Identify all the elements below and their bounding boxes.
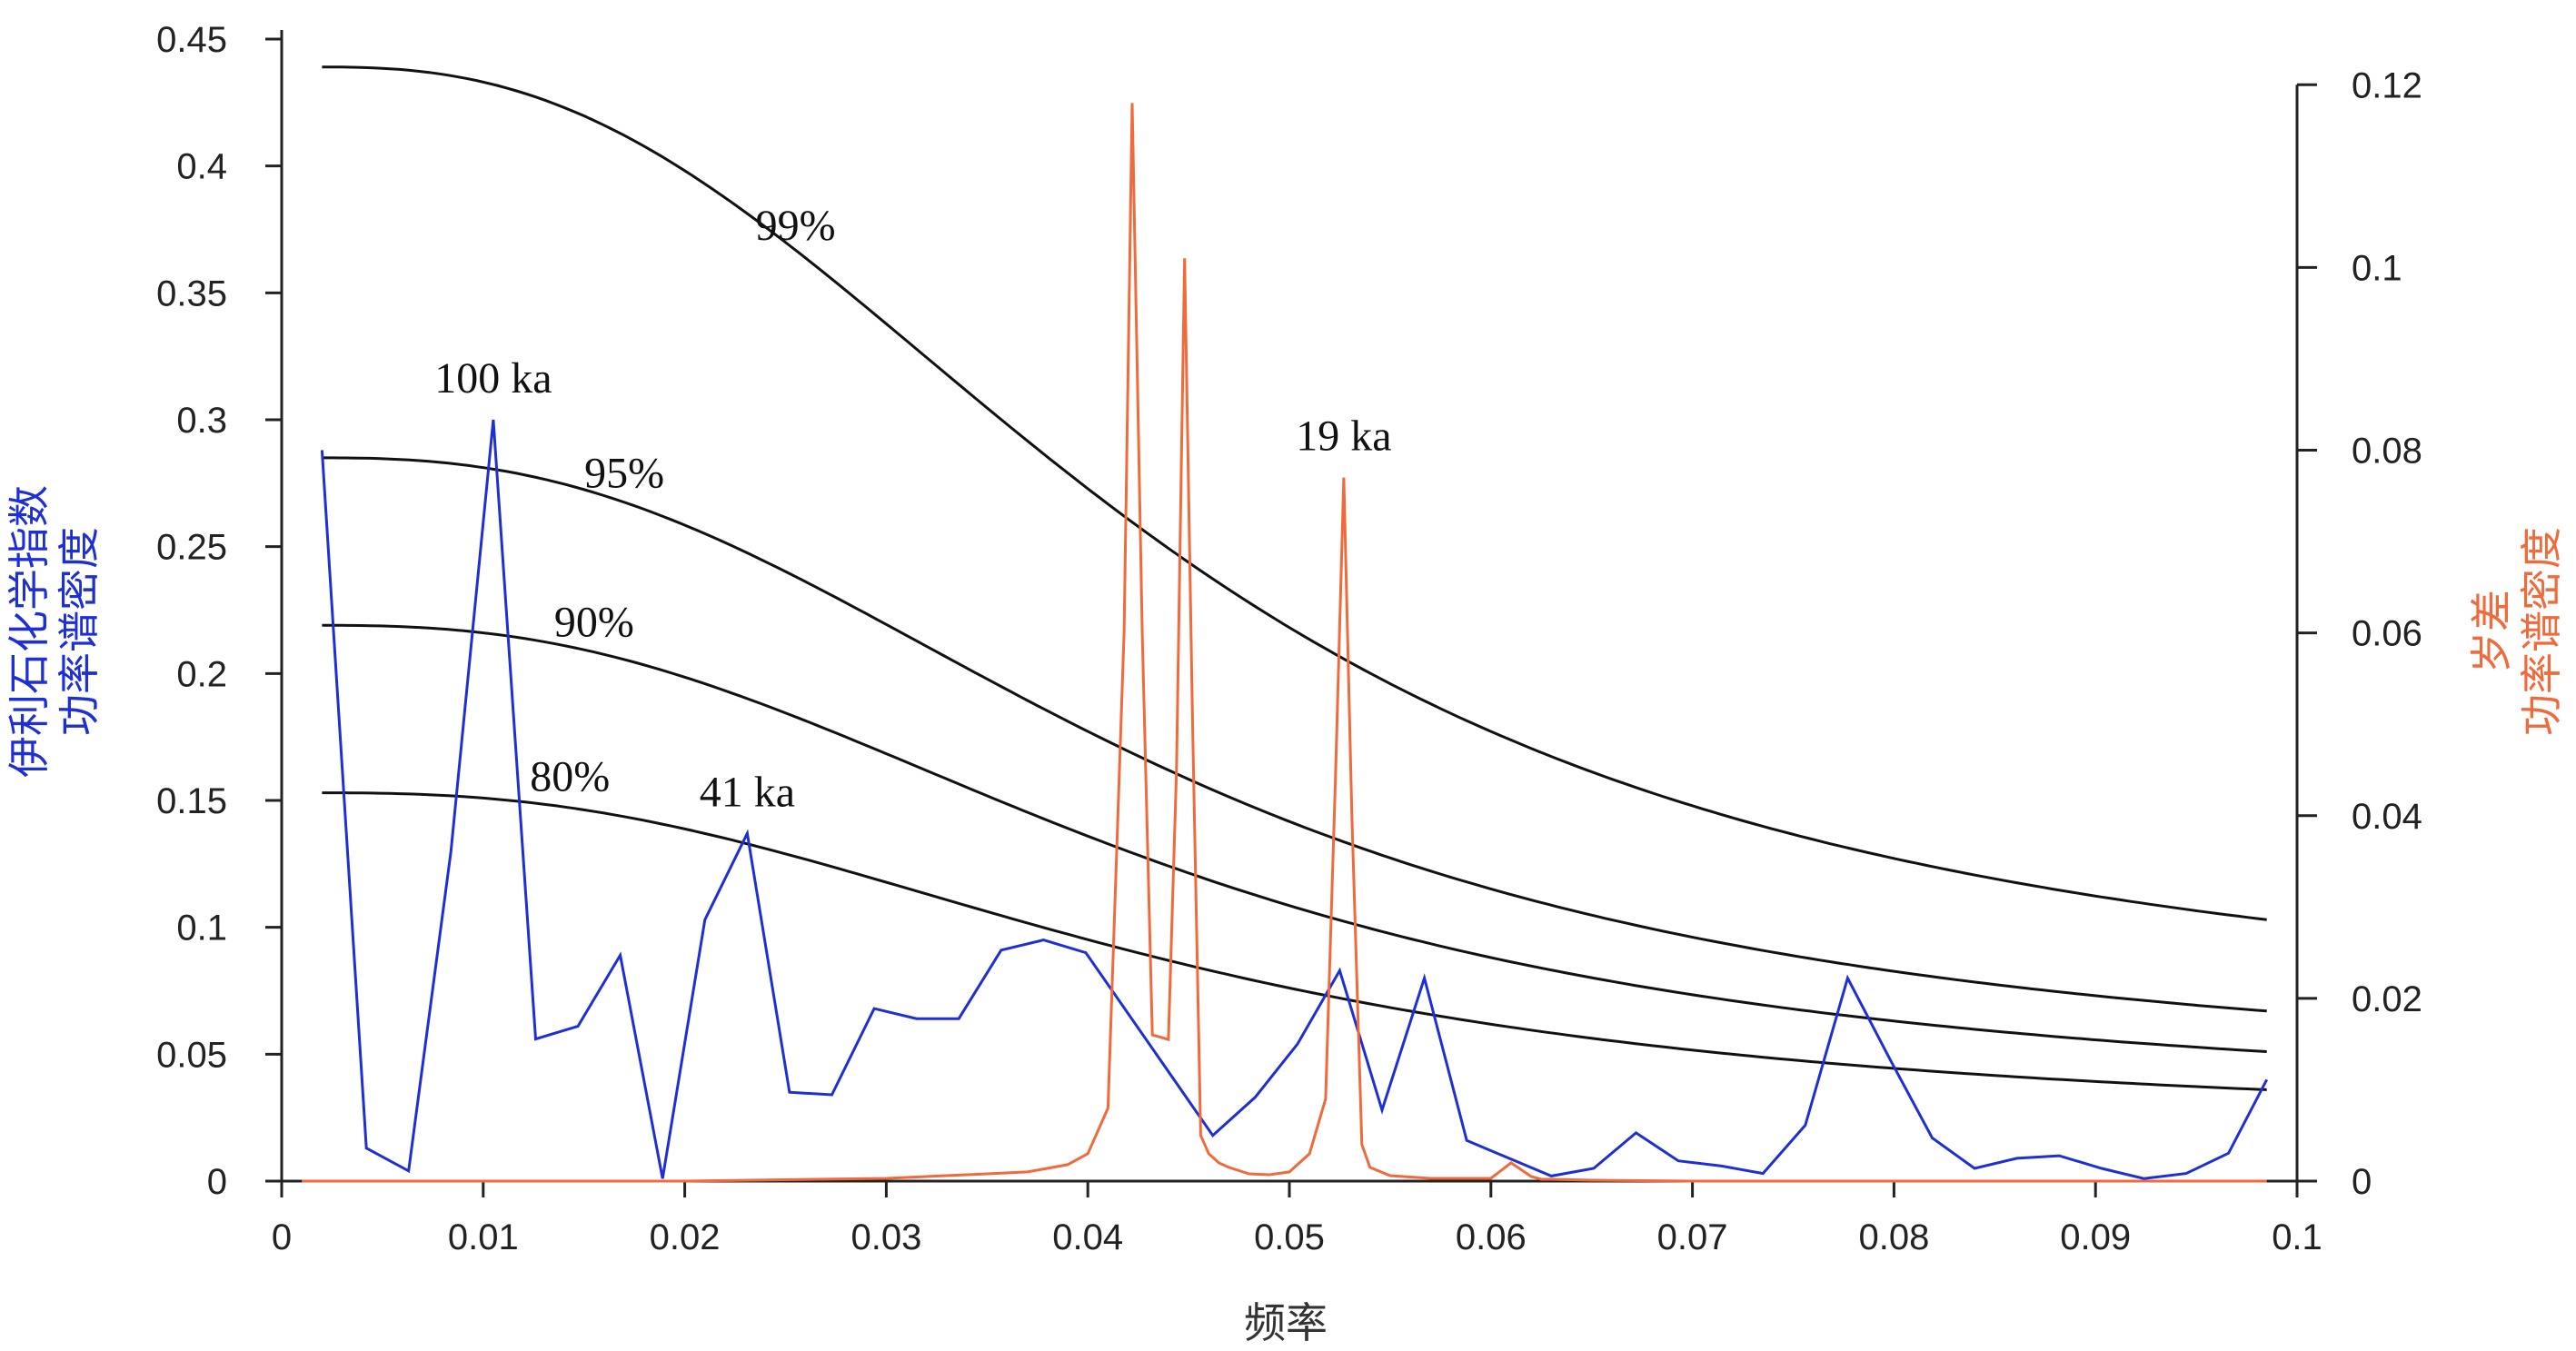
- annotations: 100 ka 41 ka 19 ka: [434, 354, 1391, 816]
- x-tick-label: 0.04: [1052, 1217, 1123, 1257]
- x-tick-label: 0.07: [1657, 1217, 1728, 1257]
- left-tick-label: 0: [207, 1162, 227, 1202]
- x-tick-label: 0.09: [2060, 1217, 2131, 1257]
- left-tick-label: 0.3: [176, 401, 227, 441]
- confidence-label-90: 90%: [554, 598, 634, 646]
- x-tick-label: 0: [272, 1217, 292, 1257]
- x-axis-label: 频率: [1244, 1298, 1328, 1347]
- left-tick-label: 0.45: [156, 20, 227, 60]
- right-tick-label: 0.02: [2352, 979, 2422, 1019]
- confidence-curves: 99% 95% 90% 80%: [322, 65, 2267, 1091]
- left-tick-label: 0.35: [156, 273, 227, 313]
- precession-psd-line: [302, 103, 2267, 1183]
- peak-label: 19 ka: [1296, 412, 1391, 461]
- x-tick-label: 0.05: [1254, 1217, 1325, 1257]
- right-axis-label-line1: 岁差: [2467, 590, 2516, 673]
- left-tick-label: 0.4: [176, 147, 227, 187]
- confidence-curve-90: [322, 623, 2267, 1053]
- series-lines: [302, 103, 2269, 1183]
- left-tick-label: 0.05: [156, 1035, 227, 1075]
- axes: 0 0.01 0.02 0.03 0.04 0.05 0.06 0.07 0.08 0.09 0.1…: [156, 20, 2422, 1257]
- peak-label: 41 ka: [700, 768, 795, 816]
- right-tick-label: 0: [2352, 1162, 2372, 1202]
- x-tick-label: 0.02: [650, 1217, 721, 1257]
- right-tick-label: 0.06: [2352, 614, 2422, 654]
- left-tick-label: 0.1: [176, 909, 227, 949]
- right-tick-label: 0.08: [2352, 432, 2422, 472]
- x-tick-label: 0.08: [1858, 1217, 1929, 1257]
- right-tick-label: 0.1: [2352, 248, 2402, 288]
- confidence-curve-99: [322, 65, 2267, 921]
- peak-label: 100 ka: [434, 354, 552, 402]
- x-tick-label: 0.03: [850, 1217, 921, 1257]
- left-axis-label-line2: 功率谱密度: [55, 527, 104, 736]
- left-axis-label-line1: 伊利石化学指数: [5, 485, 54, 778]
- confidence-curve-95: [322, 456, 2267, 1013]
- confidence-curve-80: [322, 791, 2267, 1091]
- illite-index-psd-line: [320, 419, 2269, 1180]
- left-tick-label: 0.2: [176, 654, 227, 694]
- confidence-label-95: 95%: [584, 450, 664, 498]
- left-tick-label: 0.15: [156, 781, 227, 821]
- left-tick-label: 0.25: [156, 528, 227, 568]
- confidence-label-80: 80%: [530, 753, 610, 801]
- right-axis-label-line2: 功率谱密度: [2517, 527, 2566, 736]
- right-tick-label: 0.12: [2352, 65, 2422, 105]
- x-tick-label: 0.06: [1456, 1217, 1527, 1257]
- confidence-label-99: 99%: [756, 202, 836, 250]
- right-tick-label: 0.04: [2352, 797, 2422, 837]
- x-tick-label: 0.01: [448, 1217, 519, 1257]
- x-tick-label: 0.1: [2272, 1217, 2322, 1257]
